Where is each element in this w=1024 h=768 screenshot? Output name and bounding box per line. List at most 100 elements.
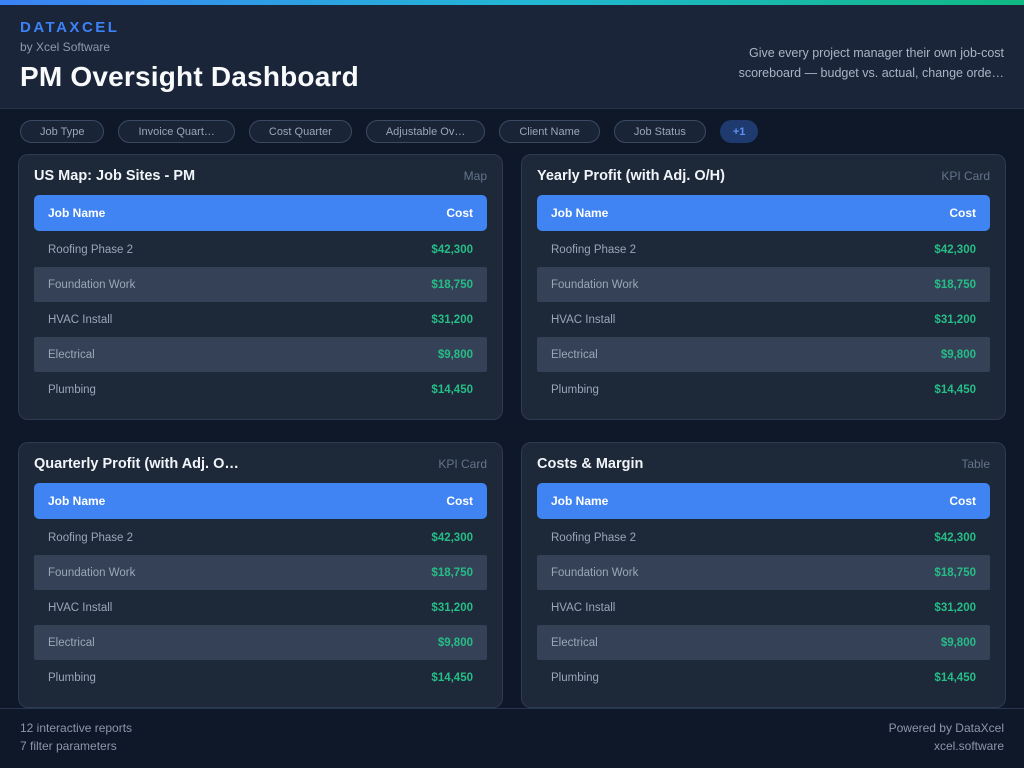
job-name-cell: HVAC Install: [551, 313, 616, 326]
cost-cell: $9,800: [940, 348, 976, 361]
footer-stats: 12 interactive reports 7 filter paramete…: [20, 719, 132, 755]
site-link[interactable]: xcel.software: [933, 739, 1004, 753]
table-header-row: Job Name Cost: [537, 195, 990, 231]
card-type-badge: Map: [463, 169, 487, 183]
filter-pill[interactable]: Job Type: [20, 120, 105, 143]
page-footer: 12 interactive reports 7 filter paramete…: [0, 708, 1024, 768]
brand-gradient-bar: [0, 0, 1024, 5]
table-row[interactable]: Foundation Work $18,750: [537, 267, 990, 302]
cost-cell: $31,200: [431, 601, 473, 614]
job-name-cell: Roofing Phase 2: [48, 243, 134, 256]
card-title: Yearly Profit (with Adj. O/H): [537, 168, 725, 184]
table-row[interactable]: Electrical $9,800: [34, 625, 487, 660]
job-name-cell: Electrical: [48, 636, 95, 649]
cost-cell: $31,200: [431, 313, 473, 326]
cost-cell: $42,300: [934, 531, 976, 544]
table-row[interactable]: Roofing Phase 2 $42,300: [34, 232, 487, 267]
table-row[interactable]: Plumbing $14,450: [537, 660, 990, 695]
cost-cell: $9,800: [940, 636, 976, 649]
table-row[interactable]: Electrical $9,800: [537, 625, 990, 660]
job-name-cell: HVAC Install: [48, 313, 113, 326]
table-row[interactable]: Roofing Phase 2 $42,300: [537, 232, 990, 267]
card-header: US Map: Job Sites - PM Map: [34, 168, 487, 184]
table-row[interactable]: Foundation Work $18,750: [34, 267, 487, 302]
job-name-cell: Electrical: [551, 636, 598, 649]
card-type-badge: Table: [961, 457, 990, 471]
job-name-cell: Foundation Work: [48, 278, 136, 291]
filter-pill[interactable]: Job Status: [613, 120, 706, 143]
cost-cell: $18,750: [934, 278, 976, 291]
report-grid: US Map: Job Sites - PM Map Job Name Cost…: [0, 154, 1024, 708]
card-title: Costs & Margin: [537, 456, 644, 472]
table-body: Roofing Phase 2 $42,300 Foundation Work $18…: [537, 232, 990, 407]
job-name-cell: Electrical: [48, 348, 95, 361]
job-name-cell: HVAC Install: [48, 601, 113, 614]
cost-cell: $18,750: [431, 278, 473, 291]
job-name-cell: Foundation Work: [551, 278, 639, 291]
table-row[interactable]: Plumbing $14,450: [537, 372, 990, 407]
filter-bar: Job Type Invoice Quart… Cost Quarter Adjust…: [0, 109, 1024, 154]
filter-pill[interactable]: Adjustable Ov…: [365, 120, 486, 143]
column-header-cost: Cost: [446, 206, 473, 220]
report-card-us-map[interactable]: US Map: Job Sites - PM Map Job Name Cost…: [18, 154, 503, 420]
column-header-cost: Cost: [949, 206, 976, 220]
job-name-cell: Foundation Work: [48, 566, 136, 579]
table-body: Roofing Phase 2 $42,300 Foundation Work $18…: [34, 232, 487, 407]
card-type-badge: KPI Card: [941, 169, 990, 183]
card-title: Quarterly Profit (with Adj. O…: [34, 456, 239, 472]
page-title: PM Oversight Dashboard: [20, 61, 359, 92]
column-header-job-name: Job Name: [48, 494, 106, 508]
cost-cell: $9,800: [437, 636, 473, 649]
table-row[interactable]: Roofing Phase 2 $42,300: [34, 520, 487, 555]
job-name-cell: Roofing Phase 2: [551, 531, 637, 544]
cost-cell: $42,300: [934, 243, 976, 256]
table-row[interactable]: Plumbing $14,450: [34, 372, 487, 407]
filter-pill[interactable]: Client Name: [499, 120, 600, 143]
table-row[interactable]: Electrical $9,800: [34, 337, 487, 372]
table-header-row: Job Name Cost: [34, 483, 487, 519]
cost-cell: $14,450: [431, 671, 473, 684]
filter-overflow-button[interactable]: +1: [719, 120, 759, 143]
powered-by-label: Powered by DataXcel: [888, 721, 1004, 735]
job-name-cell: Plumbing: [48, 671, 96, 684]
cost-cell: $42,300: [431, 243, 473, 256]
brand-block: DATAXCEL by Xcel Software PM Oversight D…: [20, 19, 359, 93]
table-row[interactable]: HVAC Install $31,200: [537, 590, 990, 625]
table-row[interactable]: Foundation Work $18,750: [537, 555, 990, 590]
filters-count: 7 filter parameters: [20, 739, 117, 753]
report-card-yearly-profit[interactable]: Yearly Profit (with Adj. O/H) KPI Card J…: [521, 154, 1006, 420]
table-row[interactable]: Plumbing $14,450: [34, 660, 487, 695]
column-header-job-name: Job Name: [551, 494, 609, 508]
table-row[interactable]: Electrical $9,800: [537, 337, 990, 372]
dashboard-tagline: Give every project manager their own job…: [738, 46, 1004, 80]
table-row[interactable]: Foundation Work $18,750: [34, 555, 487, 590]
cost-cell: $14,450: [934, 383, 976, 396]
job-name-cell: Plumbing: [551, 383, 599, 396]
footer-credit: Powered by DataXcel xcel.software: [889, 719, 1004, 755]
table-row[interactable]: Roofing Phase 2 $42,300: [537, 520, 990, 555]
table-header-row: Job Name Cost: [34, 195, 487, 231]
brand-byline: by Xcel Software: [20, 40, 111, 54]
table-row[interactable]: HVAC Install $31,200: [537, 302, 990, 337]
card-title: US Map: Job Sites - PM: [34, 168, 196, 184]
table-body: Roofing Phase 2 $42,300 Foundation Work $18…: [34, 520, 487, 695]
card-header: Yearly Profit (with Adj. O/H) KPI Card: [537, 168, 990, 184]
brand-logo: DATAXCEL: [20, 19, 120, 36]
cost-cell: $9,800: [437, 348, 473, 361]
column-header-job-name: Job Name: [48, 206, 106, 220]
job-name-cell: Roofing Phase 2: [551, 243, 637, 256]
column-header-job-name: Job Name: [551, 206, 609, 220]
report-card-costs-margin[interactable]: Costs & Margin Table Job Name Cost Roofi…: [521, 442, 1006, 708]
table-row[interactable]: HVAC Install $31,200: [34, 302, 487, 337]
table-header-row: Job Name Cost: [537, 483, 990, 519]
table-row[interactable]: HVAC Install $31,200: [34, 590, 487, 625]
cost-cell: $31,200: [934, 313, 976, 326]
reports-count: 12 interactive reports: [20, 721, 133, 735]
card-type-badge: KPI Card: [438, 457, 487, 471]
job-name-cell: Electrical: [551, 348, 598, 361]
filter-pill[interactable]: Cost Quarter: [248, 120, 352, 143]
report-card-quarterly-profit[interactable]: Quarterly Profit (with Adj. O… KPI Card …: [18, 442, 503, 708]
filter-pill[interactable]: Invoice Quart…: [118, 120, 235, 143]
cost-cell: $42,300: [431, 531, 473, 544]
cost-cell: $18,750: [934, 566, 976, 579]
